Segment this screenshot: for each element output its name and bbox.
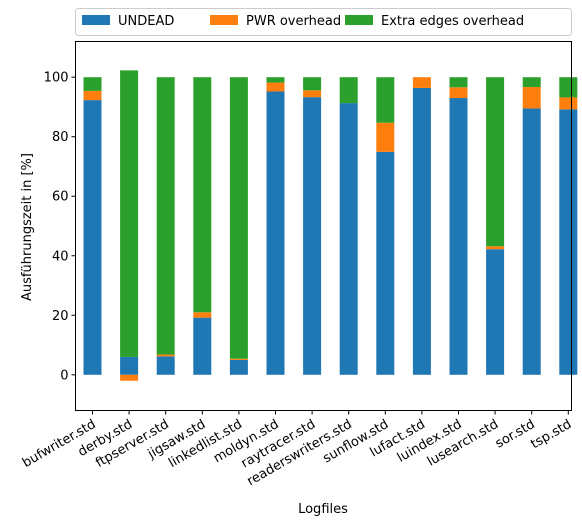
legend-label: Extra edges overhead	[381, 14, 524, 29]
y-axis-label: Ausführungszeit in [%]	[20, 153, 35, 301]
x-axis-label: Logfiles	[298, 502, 348, 517]
bar-pwr-overhead-2	[156, 354, 175, 357]
plot-area-frame	[75, 41, 572, 411]
legend-box	[75, 8, 572, 36]
bar-extra-edges-12	[522, 77, 541, 88]
legend-label: PWR overhead	[246, 14, 341, 29]
bar-pwr-overhead-5	[266, 82, 285, 92]
x-tick-label: sor.std	[493, 417, 538, 452]
bar-pwr-overhead-1	[120, 374, 139, 381]
bar-undead-13	[559, 109, 578, 375]
bar-pwr-overhead-4	[229, 358, 248, 360]
x-tick-label: tsp.std	[528, 417, 574, 452]
bar-extra-edges-7	[339, 77, 358, 104]
y-tick-label: 20	[52, 309, 69, 324]
bar-extra-edges-10	[449, 77, 468, 88]
bar-pwr-overhead-9	[412, 77, 431, 88]
legend-swatch	[345, 15, 373, 25]
bar-undead-11	[486, 249, 505, 375]
bar-pwr-overhead-12	[522, 87, 541, 109]
x-axis: bufwriter.stdderby.stdftpserver.stdjigsa…	[20, 410, 574, 489]
bar-undead-10	[449, 98, 468, 375]
bar-undead-4	[229, 359, 248, 375]
bar-undead-0	[83, 100, 102, 375]
bar-extra-edges-8	[376, 77, 395, 123]
bar-extra-edges-0	[83, 77, 102, 91]
legend-swatch	[210, 15, 238, 25]
legend-swatch	[82, 15, 110, 25]
bar-undead-3	[193, 317, 212, 375]
bar-pwr-overhead-0	[83, 90, 102, 101]
bar-pwr-overhead-10	[449, 87, 468, 99]
bar-undead-5	[266, 91, 285, 375]
bar-undead-9	[412, 87, 431, 375]
bar-extra-edges-11	[486, 77, 505, 247]
bar-extra-edges-4	[229, 77, 248, 359]
bar-undead-6	[303, 97, 322, 375]
bars-layer	[83, 70, 578, 381]
y-tick-label: 100	[44, 71, 69, 86]
y-tick-label: 60	[52, 190, 69, 205]
bar-pwr-overhead-6	[303, 90, 322, 98]
y-tick-label: 40	[52, 249, 69, 264]
bar-undead-7	[339, 103, 358, 375]
bar-undead-2	[156, 356, 175, 375]
bar-pwr-overhead-11	[486, 246, 505, 250]
bar-extra-edges-2	[156, 77, 175, 355]
bar-undead-12	[522, 108, 541, 375]
bar-pwr-overhead-3	[193, 312, 212, 318]
bar-undead-1	[120, 356, 139, 375]
bar-extra-edges-3	[193, 77, 212, 313]
bar-pwr-overhead-13	[559, 97, 578, 110]
bar-pwr-overhead-8	[376, 122, 395, 152]
bar-extra-edges-6	[303, 77, 322, 91]
legend-label: UNDEAD	[118, 14, 174, 29]
bar-extra-edges-13	[559, 77, 578, 98]
y-tick-label: 0	[60, 368, 68, 383]
legend: UNDEAD PWR overhead Extra edges overhead	[75, 8, 572, 36]
y-tick-label: 80	[52, 130, 69, 145]
bar-extra-edges-1	[120, 70, 139, 357]
bar-undead-8	[376, 151, 395, 375]
bar-extra-edges-5	[266, 77, 285, 83]
y-axis: 0 20 40 60 80 100	[44, 71, 76, 383]
